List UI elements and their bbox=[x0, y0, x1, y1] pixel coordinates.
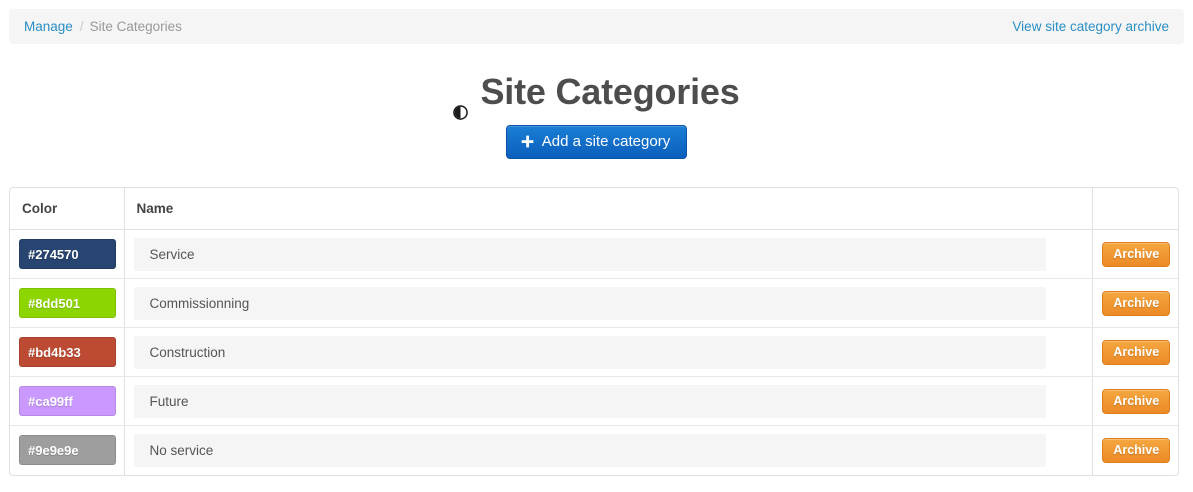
table-row: #9e9e9e No service Archive bbox=[10, 425, 1178, 475]
column-header-actions bbox=[1092, 188, 1178, 230]
adjust-icon bbox=[453, 86, 469, 120]
column-header-color: Color bbox=[10, 188, 125, 230]
page-title-container: Site Categories bbox=[0, 70, 1193, 124]
view-site-category-archive-link[interactable]: View site category archive bbox=[1012, 19, 1169, 34]
cell-color: #9e9e9e bbox=[10, 425, 125, 475]
cell-actions: Archive bbox=[1092, 426, 1178, 475]
table-row: #ca99ff Future Archive bbox=[10, 376, 1178, 426]
table-row: #8dd501 Commissionning Archive bbox=[10, 278, 1178, 328]
category-name: No service bbox=[133, 433, 1046, 467]
table-row: #bd4b33 Construction Archive bbox=[10, 327, 1178, 377]
toolbar: Add a site category bbox=[0, 125, 1193, 159]
category-name: Future bbox=[133, 384, 1046, 418]
table-body: #274570 Service Archive #8dd501 Commissi… bbox=[10, 229, 1178, 475]
category-name: Commissionning bbox=[133, 286, 1046, 320]
breadcrumb-item-manage[interactable]: Manage bbox=[24, 19, 73, 34]
archive-button[interactable]: Archive bbox=[1102, 241, 1171, 267]
column-header-name: Name bbox=[124, 188, 1093, 230]
archive-button[interactable]: Archive bbox=[1102, 437, 1171, 463]
category-name: Construction bbox=[133, 335, 1046, 369]
cell-name: No service bbox=[124, 425, 1093, 475]
plus-icon bbox=[521, 135, 534, 148]
cell-color: #ca99ff bbox=[10, 376, 125, 426]
cell-color: #274570 bbox=[10, 229, 125, 279]
archive-button[interactable]: Archive bbox=[1102, 290, 1171, 316]
site-categories-table: Color Name #274570 Service Archive #8dd5 bbox=[10, 188, 1178, 475]
cell-color: #bd4b33 bbox=[10, 327, 125, 377]
color-swatch: #bd4b33 bbox=[19, 337, 116, 367]
color-swatch: #ca99ff bbox=[19, 386, 116, 416]
cell-actions: Archive bbox=[1092, 278, 1178, 328]
color-swatch: #9e9e9e bbox=[19, 435, 116, 466]
site-categories-table-container: Color Name #274570 Service Archive #8dd5 bbox=[9, 187, 1179, 476]
add-site-category-label: Add a site category bbox=[541, 133, 671, 150]
category-name: Service bbox=[133, 237, 1046, 271]
table-row: #274570 Service Archive bbox=[10, 229, 1178, 279]
page-title-text: Site Categories bbox=[480, 71, 740, 112]
table-header: Color Name bbox=[10, 188, 1178, 230]
cell-actions: Archive bbox=[1092, 376, 1178, 426]
archive-button[interactable]: Archive bbox=[1102, 339, 1171, 365]
breadcrumb-bar: Manage / Site Categories View site categ… bbox=[9, 9, 1184, 44]
page-title: Site Categories bbox=[453, 70, 740, 120]
table-header-row: Color Name bbox=[10, 188, 1178, 230]
cell-name: Commissionning bbox=[124, 278, 1093, 328]
color-swatch: #8dd501 bbox=[19, 288, 116, 318]
breadcrumb-separator: / bbox=[79, 19, 84, 34]
breadcrumb-item-current: Site Categories bbox=[89, 19, 182, 34]
cell-actions: Archive bbox=[1092, 327, 1178, 377]
cell-color: #8dd501 bbox=[10, 278, 125, 328]
add-site-category-button[interactable]: Add a site category bbox=[505, 125, 688, 159]
cell-actions: Archive bbox=[1092, 229, 1178, 279]
cell-name: Service bbox=[124, 229, 1093, 279]
archive-button[interactable]: Archive bbox=[1102, 388, 1171, 414]
cell-name: Construction bbox=[124, 327, 1093, 377]
cell-name: Future bbox=[124, 376, 1093, 426]
color-swatch: #274570 bbox=[19, 239, 116, 269]
